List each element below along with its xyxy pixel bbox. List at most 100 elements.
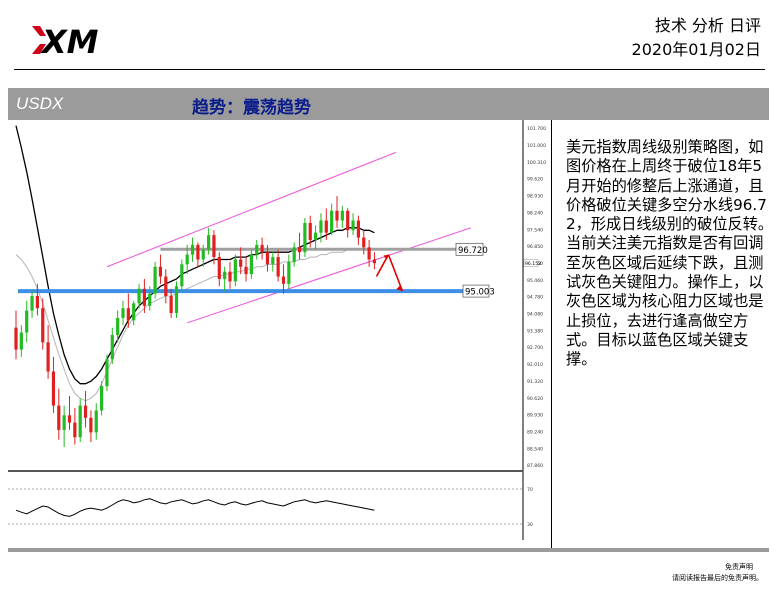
candle-body <box>148 293 152 306</box>
price-tick-label: 91.320 <box>527 379 543 385</box>
trend-label: 趋势：震荡趋势 <box>192 98 311 118</box>
candle-body <box>233 259 237 282</box>
ma-slow-line <box>15 249 375 402</box>
price-tick-label: 94.080 <box>527 312 543 318</box>
candle-body <box>83 405 88 418</box>
price-tick-label: 96.850 <box>527 244 543 250</box>
oscillator-line <box>15 498 375 517</box>
price-tick-label: 101.700 <box>527 126 546 132</box>
document-type: 技术 分析 日评 <box>654 16 761 35</box>
candle-body <box>340 210 344 221</box>
candle-body <box>228 271 232 282</box>
analysis-commentary: 美元指数周线级别策略图，如图价格在上周终于破位18年5月开始的修整后上涨通道，且… <box>566 138 774 369</box>
price-tick-label: 100.310 <box>527 160 546 166</box>
candle-body <box>244 266 248 275</box>
candle-body <box>372 259 377 264</box>
candle-body <box>78 405 82 438</box>
price-tick-label: 92.010 <box>527 362 543 368</box>
candle-body <box>271 257 275 265</box>
candle-body <box>89 417 93 433</box>
candle-body <box>116 317 120 335</box>
candle-body <box>265 252 270 265</box>
candle-body <box>137 288 141 304</box>
candle-body <box>319 220 323 233</box>
ma-fast-line <box>15 125 375 385</box>
candle-body <box>212 235 216 258</box>
candle-body <box>57 405 61 430</box>
candle-body <box>14 327 18 350</box>
channel-lower-line <box>187 227 471 324</box>
candle-body <box>126 308 130 321</box>
price-tick-label: 92.700 <box>527 345 543 351</box>
candle-body <box>314 232 318 241</box>
candle-body <box>35 296 39 309</box>
channel-upper-line <box>106 151 397 268</box>
candle-body <box>185 254 189 265</box>
candle-body <box>19 332 23 350</box>
price-tick-label: 94.780 <box>527 295 543 301</box>
candle-body <box>367 247 371 260</box>
price-tick-label: 93.380 <box>527 329 543 335</box>
forecast-arrow-down <box>387 254 404 292</box>
price-tick-label: 95.460 <box>527 278 543 284</box>
candle-body <box>46 342 50 372</box>
resistance-level-tag <box>455 242 484 256</box>
document-date: 2020年01月02日 <box>631 40 761 59</box>
candle-body <box>67 415 72 423</box>
candle-body <box>287 261 291 284</box>
disclaimer-text: 请阅读报告最后的免责声明。 <box>672 574 763 582</box>
candle-body <box>281 276 286 284</box>
candle-body <box>180 264 184 287</box>
candle-body <box>324 220 328 233</box>
candle-body <box>73 422 77 438</box>
candle-body <box>30 296 34 311</box>
candle-body <box>25 310 29 333</box>
candle-body <box>292 247 296 262</box>
candle-body <box>169 296 173 314</box>
oscillator-tick-label: 30 <box>527 522 533 528</box>
price-tick-label: 89.930 <box>527 413 543 419</box>
current-price-tag <box>523 259 539 267</box>
candle-body <box>239 259 243 267</box>
candle-body <box>303 222 307 253</box>
candle-body <box>94 410 98 433</box>
candle-body <box>330 210 334 233</box>
oscillator-tick-label: 70 <box>527 487 533 493</box>
price-chart: 101.700 101.000 100.310 99.620 98.930 98.240 9… <box>8 120 551 548</box>
resistance-level-label: 96.720 <box>458 246 488 256</box>
candle-body <box>41 308 45 343</box>
forecast-arrow-down-head <box>396 285 403 292</box>
candle-body <box>100 386 104 411</box>
column-divider <box>551 120 552 548</box>
xm-logo: XM <box>30 22 112 61</box>
candle-body <box>62 415 66 430</box>
price-tick-label: 88.540 <box>527 446 543 452</box>
price-chart-svg: 101.700 101.000 100.310 99.620 98.930 98.240 9… <box>8 120 546 540</box>
price-tick-label: 98.240 <box>527 210 543 216</box>
candle-body <box>217 257 221 279</box>
support-level-tag <box>462 284 490 298</box>
candle-body <box>249 254 253 275</box>
price-tick-label: 101.000 <box>527 143 546 149</box>
brand-wordmark: XM <box>40 23 99 58</box>
candle-body <box>51 371 56 406</box>
candle-body <box>190 244 195 255</box>
header-divider <box>14 69 765 70</box>
candle-body <box>105 359 109 387</box>
forecast-arrow-up-head <box>383 254 389 260</box>
candle-body <box>132 303 136 321</box>
current-price-label: 96.152 <box>525 261 541 267</box>
price-tick-label: 89.240 <box>527 429 543 435</box>
price-tick-label: 97.540 <box>527 227 543 233</box>
price-tick-label: 98.930 <box>527 193 543 199</box>
candle-body <box>276 257 280 277</box>
candle-body <box>142 288 146 306</box>
disclaimer-title: 免责声明 <box>725 563 753 571</box>
candle-body <box>297 247 302 253</box>
candle-body <box>260 244 264 253</box>
candle-body <box>346 210 350 231</box>
candle-body <box>351 220 355 231</box>
instrument-symbol: USDX <box>16 94 64 113</box>
candle-body <box>335 210 339 221</box>
candle-body <box>121 308 125 318</box>
